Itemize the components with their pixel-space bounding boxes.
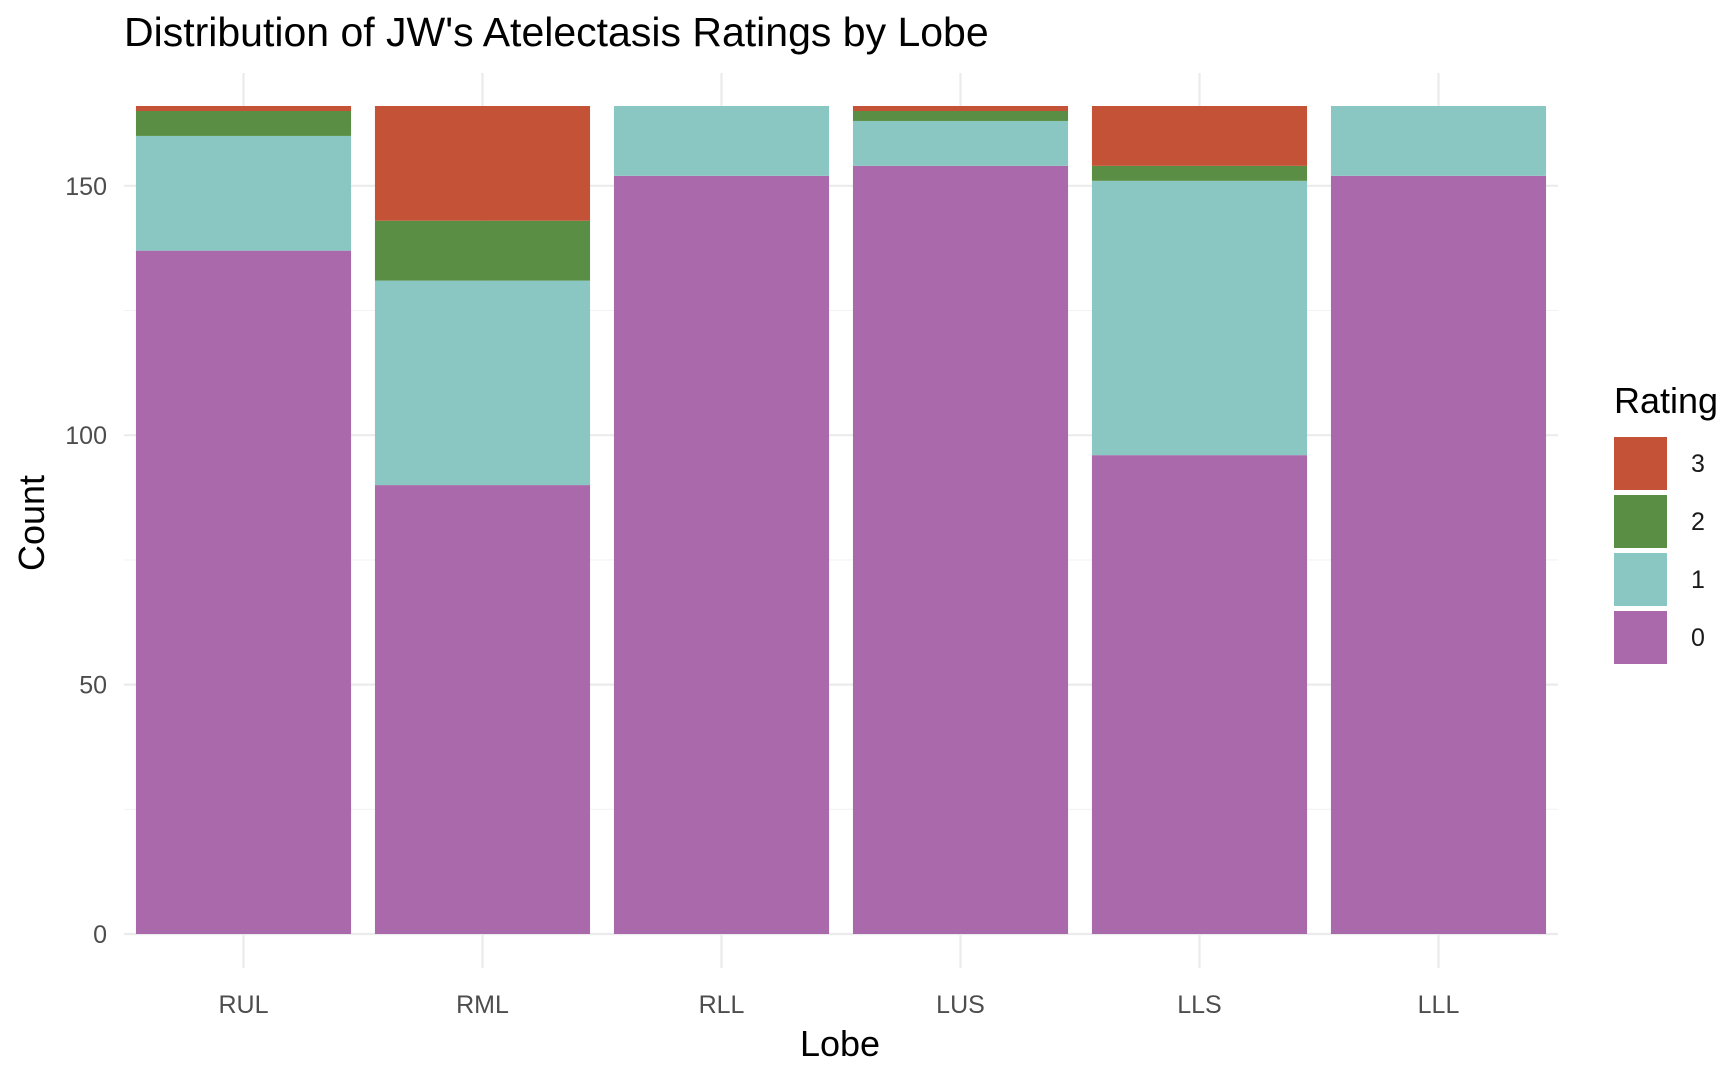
bars <box>135 106 1547 935</box>
bar-segment <box>1091 180 1308 456</box>
bar-segment <box>374 220 591 281</box>
y-axis-ticks: 0 50 100 150 <box>65 173 107 949</box>
x-tick-label: RLL <box>699 991 745 1019</box>
bar-segment <box>852 106 1069 111</box>
x-axis-ticks: RUL RML RLL LUS LLS LLL <box>218 991 1459 1019</box>
bar-segment <box>135 106 352 111</box>
bar-segment <box>135 250 352 934</box>
y-tick-label: 150 <box>65 173 107 201</box>
legend-title: Rating <box>1614 380 1718 421</box>
legend: Rating 3 2 1 0 <box>1614 380 1718 664</box>
legend-key <box>1614 611 1667 664</box>
y-tick-label: 50 <box>79 672 107 700</box>
legend-label: 3 <box>1691 450 1705 478</box>
bar-segment <box>135 110 352 136</box>
legend-key <box>1614 553 1667 606</box>
legend-items: 3 2 1 0 <box>1614 437 1705 664</box>
legend-key <box>1614 437 1667 490</box>
x-tick-label: RUL <box>218 991 268 1019</box>
x-tick-label: LUS <box>936 991 985 1019</box>
legend-label: 2 <box>1691 508 1705 536</box>
x-axis-title: Lobe <box>800 1023 880 1064</box>
y-tick-label: 0 <box>93 921 107 949</box>
x-tick-label: RML <box>456 991 509 1019</box>
bar-segment <box>852 110 1069 121</box>
bar-segment <box>613 106 830 176</box>
legend-label: 1 <box>1691 566 1705 594</box>
bar-segment <box>374 106 591 221</box>
bar-segment <box>1091 165 1308 181</box>
x-tick-label: LLS <box>1177 991 1221 1019</box>
bar-segment <box>1330 106 1547 176</box>
chart-title: Distribution of JW's Atelectasis Ratings… <box>124 9 989 55</box>
bar-segment <box>1091 455 1308 934</box>
y-axis-title: Count <box>11 475 52 571</box>
y-tick-label: 100 <box>65 422 107 450</box>
bar-segment <box>374 280 591 486</box>
bar-segment <box>613 175 830 935</box>
bar-segment <box>1330 175 1547 935</box>
legend-key <box>1614 495 1667 548</box>
bar-segment <box>135 135 352 251</box>
x-tick-label: LLL <box>1418 991 1460 1019</box>
bar-segment <box>852 165 1069 935</box>
bar-segment <box>1091 106 1308 166</box>
bar-segment <box>852 120 1069 166</box>
bar-segment <box>374 485 591 934</box>
legend-label: 0 <box>1691 624 1705 652</box>
